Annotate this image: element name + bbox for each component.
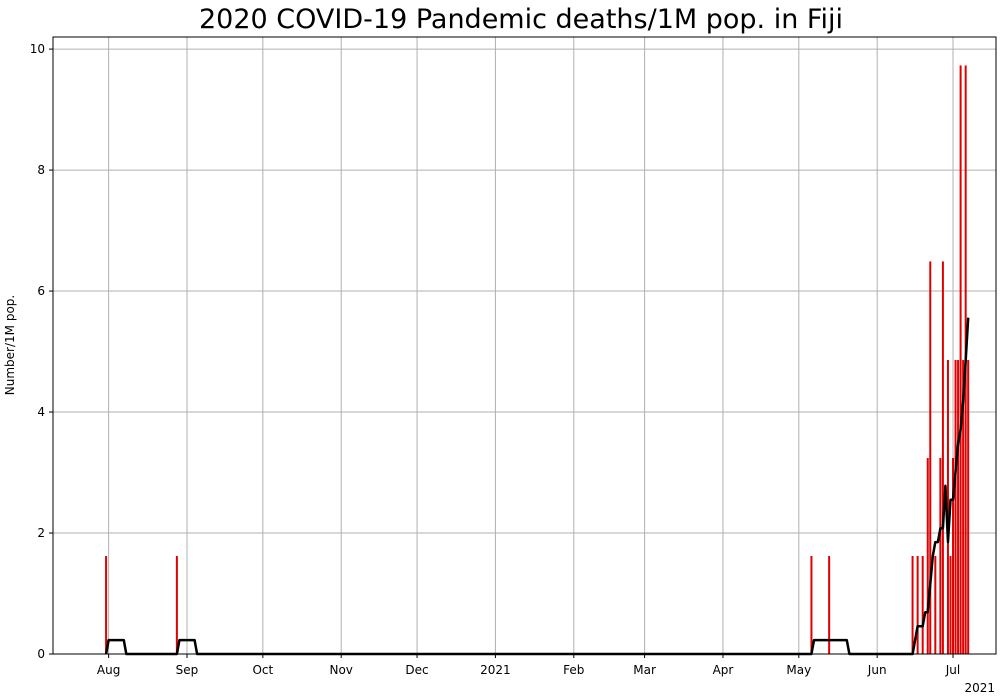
daily-death-bar <box>967 360 970 654</box>
daily-death-bar <box>934 556 937 654</box>
daily-death-bar <box>921 556 924 654</box>
x-tick-label: May <box>786 663 811 677</box>
y-tick-label: 6 <box>37 284 45 298</box>
daily-death-bar <box>828 556 831 654</box>
daily-death-bar <box>105 556 108 654</box>
x-tick-label: Jul <box>945 663 960 677</box>
grid-layer <box>53 37 996 655</box>
daily-death-bar <box>946 360 949 654</box>
daily-death-bar <box>959 65 962 654</box>
x-tick-label: Aug <box>97 663 120 677</box>
y-tick-label: 2 <box>37 526 45 540</box>
x-axis: Aug Sep Oct Nov Dec 2021 Feb Mar Apr May Jun Jul <box>97 654 960 677</box>
y-tick-label: 10 <box>30 42 45 56</box>
x-tick-label: Apr <box>713 663 734 677</box>
y-tick-label: 0 <box>37 647 45 661</box>
daily-death-bar <box>949 556 952 654</box>
bar-layer <box>105 65 970 654</box>
y-tick-label: 4 <box>37 405 45 419</box>
x-tick-label: Oct <box>252 663 273 677</box>
daily-death-bar <box>175 556 178 654</box>
daily-death-bar <box>810 556 813 654</box>
x-tick-label: 2021 <box>480 663 511 677</box>
x-tick-label: Mar <box>633 663 656 677</box>
daily-death-bar <box>941 261 944 654</box>
x-tick-label: Sep <box>176 663 199 677</box>
x-tick-label: Nov <box>329 663 352 677</box>
daily-death-bar <box>916 556 919 654</box>
line-layer <box>104 317 970 656</box>
daily-death-bar <box>939 458 942 654</box>
daily-death-bar <box>962 360 965 654</box>
daily-death-bar <box>952 458 955 654</box>
chart-title: 2020 COVID-19 Pandemic deaths/1M pop. in… <box>199 4 843 35</box>
daily-death-bar <box>957 360 960 654</box>
x-axis-offset-label: 2021 <box>964 681 995 695</box>
daily-death-bar <box>911 556 914 654</box>
plot-frame <box>52 36 997 655</box>
y-axis-label: Number/1M pop. <box>3 295 17 395</box>
daily-death-bar <box>926 458 929 654</box>
x-tick-label: Feb <box>563 663 584 677</box>
daily-death-bar <box>929 261 932 654</box>
daily-death-bar <box>954 360 957 654</box>
x-tick-label: Jun <box>867 663 887 677</box>
y-axis: 0 2 4 6 8 10 <box>30 42 53 661</box>
x-tick-label: Dec <box>405 663 428 677</box>
rolling-average-line <box>104 317 970 656</box>
y-tick-label: 8 <box>37 163 45 177</box>
